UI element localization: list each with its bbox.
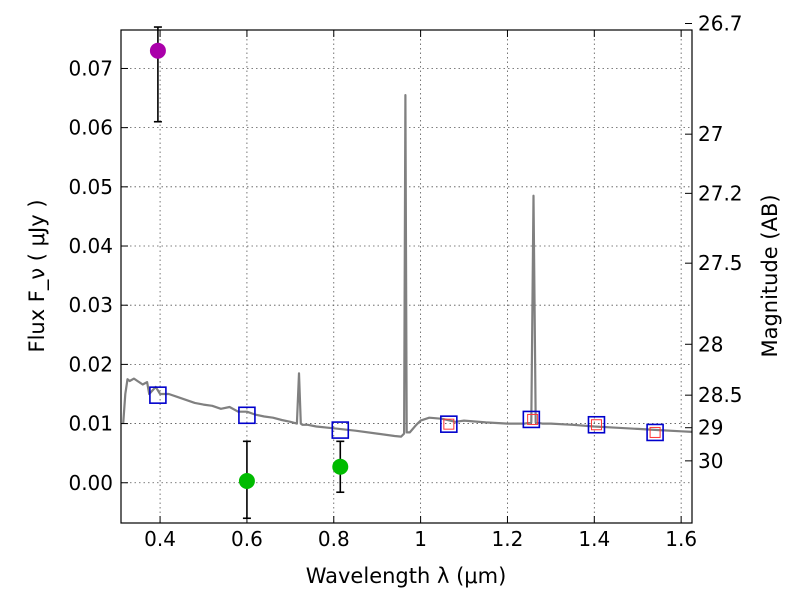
model-flux-square	[331, 421, 350, 439]
spectrum-layer	[122, 93, 693, 438]
x-tick-label: 1.6	[665, 527, 697, 551]
x-tick-label: 0.4	[144, 527, 176, 551]
right-axis-label: Magnitude (AB)	[758, 194, 782, 357]
red-point-marker	[649, 426, 661, 438]
model-flux-square	[440, 415, 458, 433]
y-tick-label: 0.05	[68, 175, 113, 199]
right-tick-label: 27.2	[698, 181, 743, 205]
x-tick-label: 1.4	[578, 527, 610, 551]
error-bars	[153, 26, 345, 520]
model-flux-square	[522, 410, 541, 429]
y-tick-label: 0.01	[68, 412, 113, 436]
red-point-marker	[527, 413, 539, 425]
y-tick-label: 0.02	[68, 352, 113, 376]
x-tick-label: 0.6	[231, 527, 263, 551]
right-tick-label: 30	[698, 449, 723, 473]
flux-detection-point	[332, 458, 349, 475]
y-tick-label: 0.04	[68, 234, 113, 258]
y-tick-label: 0.00	[68, 471, 113, 495]
x-tick-label: 1	[414, 527, 427, 551]
right-tick-label: 28.5	[698, 383, 743, 407]
model-flux-square	[646, 423, 664, 442]
flux-detection-point	[149, 42, 166, 59]
right-tick-label: 27	[698, 122, 723, 146]
right-tick-label: 26.7	[698, 11, 743, 35]
model-flux-square	[587, 415, 606, 434]
plot-frame	[120, 29, 693, 524]
red-point-marker	[590, 419, 602, 431]
axis-ticks: 0.4 0.6 0.8 1 1.2 1.4 1.6 0.00 0.01 0.02 0.03 0.04 0…	[68, 11, 742, 551]
right-tick-label: 29	[698, 416, 723, 440]
model-flux-square	[238, 406, 256, 425]
y-tick-label: 0.06	[68, 116, 113, 140]
x-tick-label: 1.2	[492, 527, 524, 551]
x-tick-label: 0.8	[318, 527, 350, 551]
markers	[149, 42, 664, 489]
right-tick-label: 28	[698, 332, 723, 356]
y-tick-label: 0.07	[68, 56, 113, 80]
red-point-marker	[443, 418, 455, 430]
spectrum-line	[122, 93, 693, 438]
flux-detection-point	[238, 472, 255, 489]
model-flux-square	[149, 386, 167, 404]
right-tick-label: 27.5	[698, 251, 743, 275]
y-axis-label: Flux F_ν ( μJy )	[25, 199, 50, 352]
x-axis-label: Wavelength λ (μm)	[306, 564, 507, 588]
y-tick-label: 0.03	[68, 293, 113, 317]
